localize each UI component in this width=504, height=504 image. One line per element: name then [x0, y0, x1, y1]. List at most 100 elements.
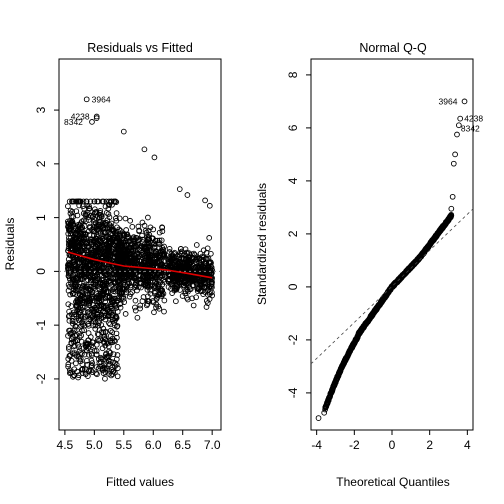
- residual-point: [102, 329, 109, 336]
- residual-point: [66, 226, 73, 233]
- residuals-vs-fitted-panel: Residuals vs Fitted Fitted values Residu…: [3, 41, 222, 489]
- residual-point: [100, 329, 107, 336]
- residual-point: [109, 339, 116, 346]
- residual-point: [155, 260, 161, 267]
- residual-outlier-point: [176, 186, 183, 192]
- residual-point: [66, 262, 72, 269]
- lowess-smooth-line: [67, 251, 213, 279]
- residual-point: [89, 226, 95, 233]
- residual-point: [78, 338, 85, 345]
- x-tick-label: 4: [464, 438, 471, 452]
- residual-point: [130, 247, 137, 254]
- residual-point: [113, 361, 120, 368]
- residual-point: [153, 271, 160, 278]
- residual-point: [169, 290, 176, 296]
- residual-point: [90, 339, 97, 346]
- residual-point: [65, 301, 72, 308]
- residual-point: [129, 240, 136, 247]
- residual-point: [73, 208, 80, 215]
- residual-point: [103, 219, 110, 226]
- residual-point: [183, 253, 189, 259]
- residual-point: [70, 343, 77, 350]
- labeled-outlier-point: [93, 113, 100, 120]
- residual-point: [109, 201, 115, 208]
- residual-point: [102, 375, 108, 382]
- residual-point: [76, 224, 83, 231]
- qq-tail-point: [452, 151, 458, 158]
- standardized-residuals-y-label: Standardized residuals: [255, 183, 269, 305]
- residual-point: [139, 219, 146, 226]
- residual-point: [77, 358, 84, 365]
- residual-point: [206, 264, 212, 271]
- residual-point: [139, 236, 146, 243]
- residual-point: [69, 208, 76, 215]
- residual-point: [82, 231, 89, 237]
- residual-point: [116, 215, 123, 222]
- residual-point: [102, 304, 109, 311]
- residual-point: [68, 311, 75, 318]
- residual-point: [191, 250, 197, 257]
- residual-point: [88, 291, 95, 297]
- residual-point: [95, 337, 102, 344]
- residual-point: [134, 287, 140, 294]
- labeled-outlier-point: [83, 96, 90, 103]
- residual-point: [69, 245, 76, 252]
- residual-point: [106, 238, 113, 245]
- residual-point: [91, 198, 98, 205]
- residual-point: [132, 307, 139, 314]
- y-tick-label: -2: [34, 373, 48, 384]
- residual-point: [78, 313, 85, 320]
- residual-point: [167, 254, 173, 261]
- residual-outlier-point: [184, 192, 191, 198]
- residual-point: [134, 243, 141, 249]
- residual-point: [113, 199, 120, 205]
- residual-point: [208, 278, 215, 285]
- residual-point: [152, 285, 159, 291]
- residual-point: [94, 232, 100, 239]
- residual-point: [117, 301, 123, 307]
- residual-point: [106, 226, 113, 232]
- qq-point: [448, 212, 455, 219]
- residual-point: [136, 227, 142, 234]
- residual-point: [156, 237, 163, 244]
- residual-point: [93, 223, 100, 230]
- residual-point: [134, 314, 141, 321]
- residual-point: [84, 348, 90, 354]
- residual-point: [87, 272, 94, 279]
- residual-point: [189, 275, 196, 282]
- residual-point: [88, 250, 94, 256]
- residual-point: [85, 286, 91, 292]
- residual-point: [137, 272, 144, 279]
- residual-point: [158, 293, 165, 299]
- residual-outlier-point: [120, 128, 127, 135]
- residual-point: [69, 198, 75, 205]
- residual-point: [94, 272, 100, 279]
- residual-point: [96, 218, 103, 225]
- residual-point: [199, 263, 206, 270]
- y-tick-label: -2: [286, 334, 300, 345]
- residual-point: [125, 257, 131, 263]
- residual-point: [76, 202, 83, 209]
- residuals-vs-fitted-title: Residuals vs Fitted: [87, 41, 193, 55]
- residual-point: [73, 360, 79, 367]
- normal-qq-panel: Normal Q-Q Theoretical Quantiles Standar…: [255, 41, 483, 489]
- qq-tail-point: [448, 205, 455, 212]
- residual-point: [102, 203, 109, 210]
- theoretical-quantiles-x-label: Theoretical Quantiles: [336, 475, 449, 489]
- residual-point: [66, 259, 73, 266]
- labeled-qq-point: [456, 122, 462, 129]
- residual-point: [82, 264, 88, 271]
- residual-point: [76, 308, 83, 315]
- residual-point: [127, 217, 133, 224]
- residual-point: [185, 281, 192, 288]
- labeled-qq-point: [461, 98, 468, 105]
- residual-point: [112, 215, 119, 222]
- residual-point: [90, 322, 97, 329]
- residual-point: [75, 198, 81, 205]
- residual-point: [108, 309, 115, 316]
- residual-point: [69, 245, 75, 251]
- residual-point: [72, 332, 79, 339]
- residual-point: [110, 288, 117, 295]
